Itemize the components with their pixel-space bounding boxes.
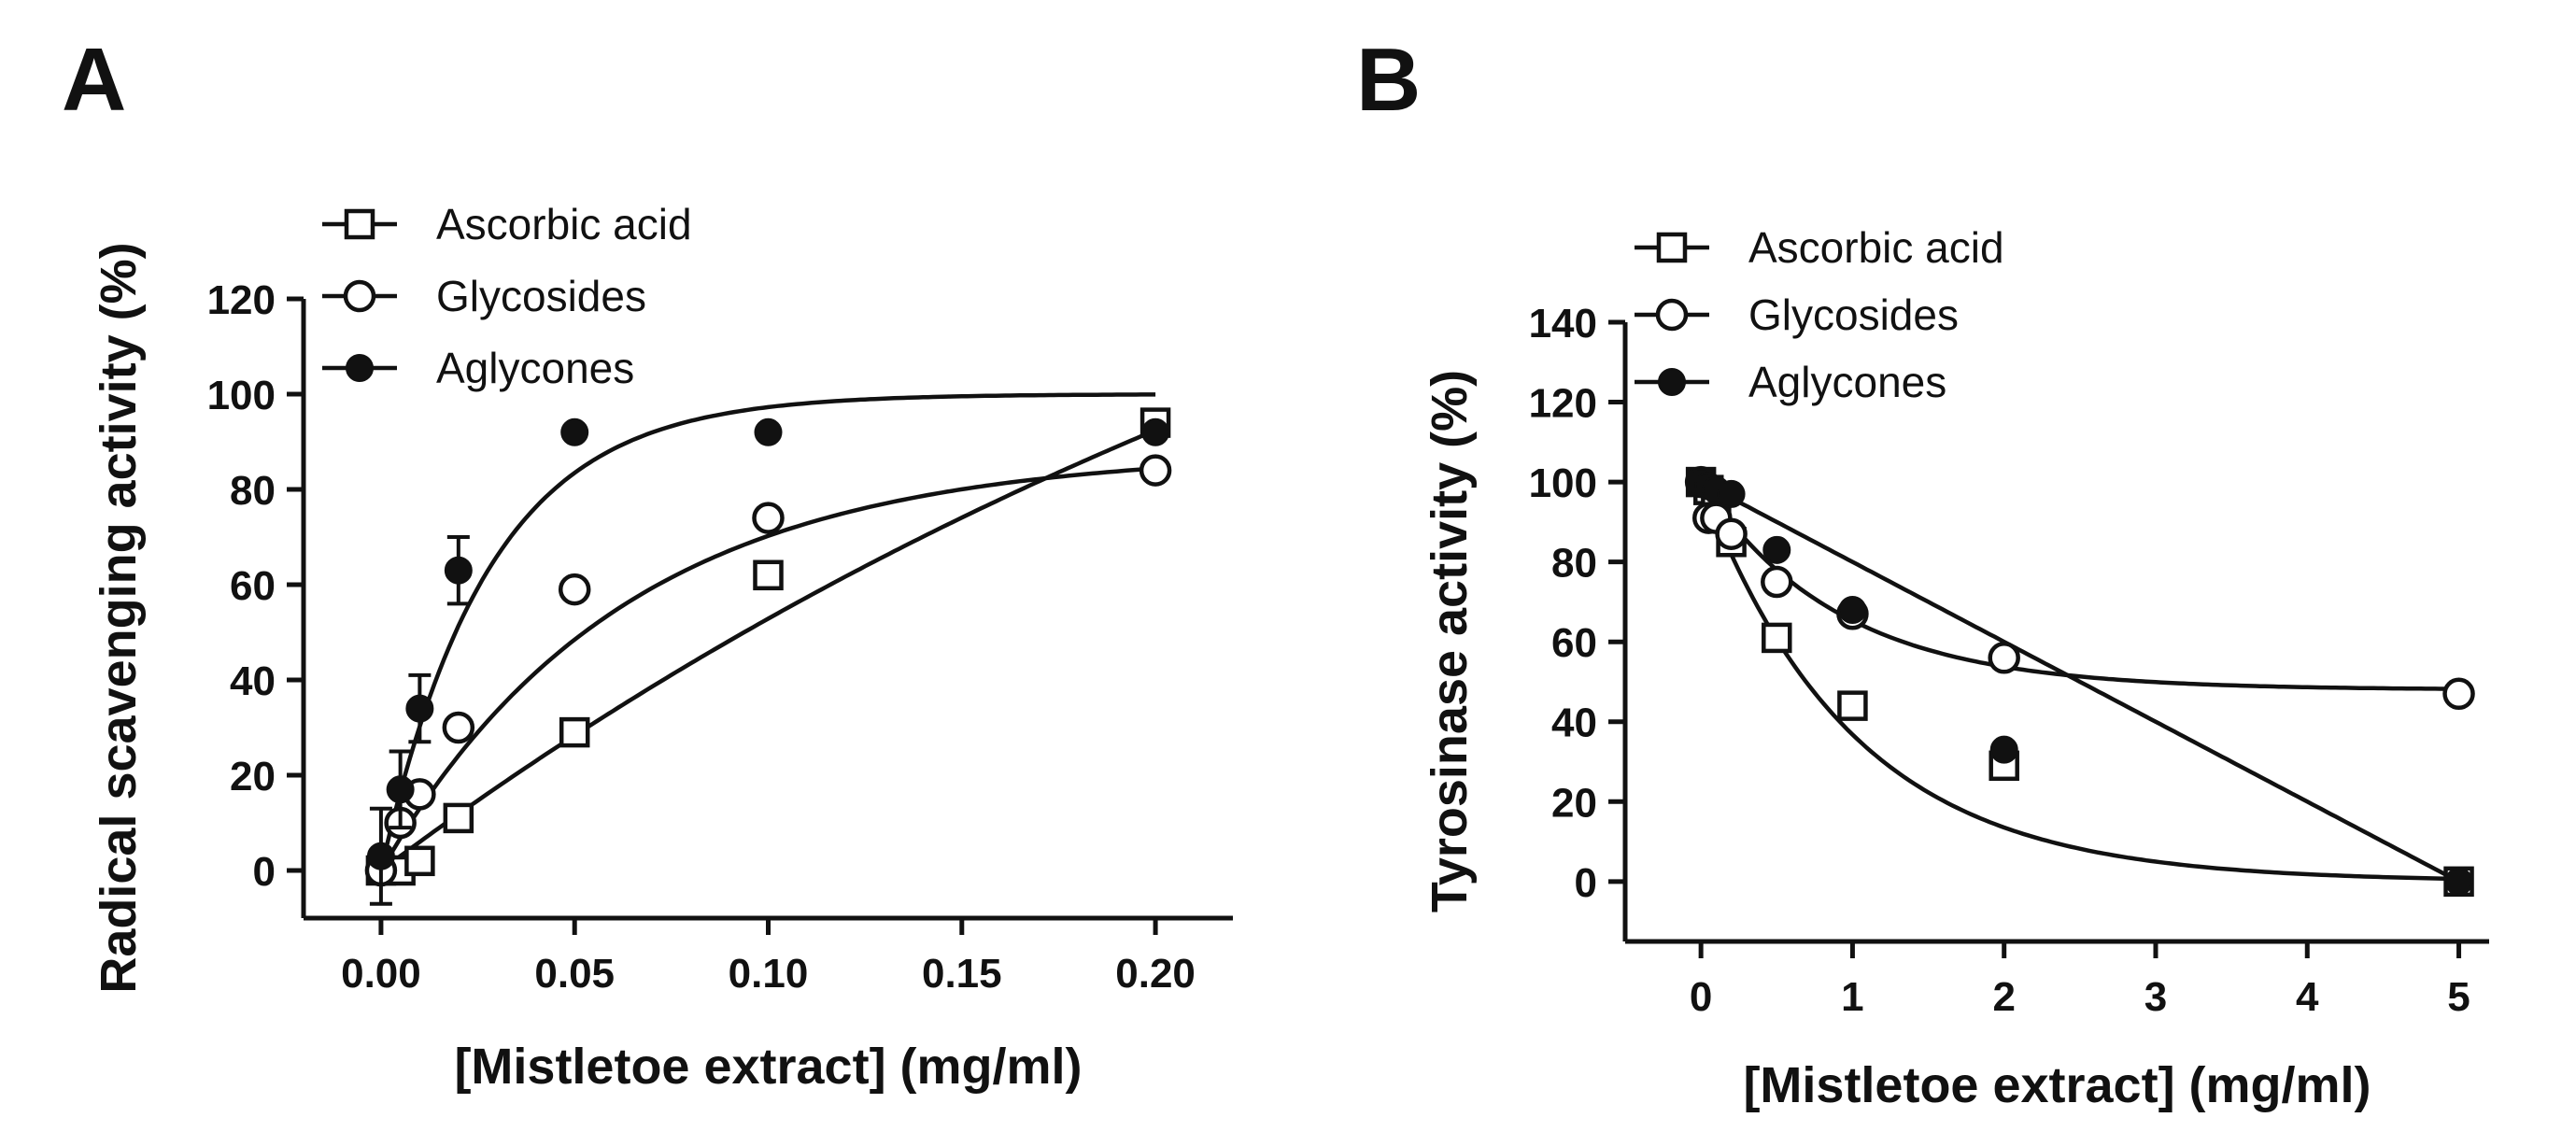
- panel-b-x-tick-label: 3: [2144, 974, 2167, 1020]
- panel-a-point-glycosides: [442, 711, 475, 744]
- panel-a-fit-glycosides: [378, 466, 1156, 872]
- panel-a-axes: 0 20 40 60 80 100 120 0.00 0.05 0.10 0.15 0.20: [207, 277, 1233, 997]
- panel-a-point-ascorbic-acid: [443, 802, 474, 834]
- panel-b-y-tick-label: 0: [1575, 860, 1597, 906]
- panel-a-point-aglycones: [1141, 417, 1170, 446]
- panel-b-y-tick-label: 80: [1551, 541, 1597, 587]
- panel-a-point-ascorbic-acid: [404, 845, 435, 877]
- panel-b-y-tick-label: 100: [1529, 460, 1597, 506]
- panel-a-point-ascorbic-acid: [753, 559, 784, 591]
- panel-b-legend-marker-glycosides: [1655, 298, 1689, 332]
- panel-b-x-axis-title: [Mistletoe extract] (mg/ml): [1743, 1057, 2371, 1113]
- panel-b-fit-lines: [1699, 480, 2460, 884]
- panel-a-point-aglycones: [754, 417, 783, 446]
- panel-b-y-tick-label: 120: [1529, 381, 1597, 427]
- panel-a-y-tick-label: 40: [230, 658, 276, 704]
- panel-b-legend: Ascorbic acid Glycosides Aglycones: [1635, 223, 2004, 406]
- panel-a-point-glycosides: [558, 573, 591, 606]
- panel-b-x-tick-label: 4: [2296, 974, 2319, 1020]
- panel-b-fit-ascorbic-acid: [1699, 481, 2459, 882]
- panel-b-x-tick-label: 2: [1992, 974, 2015, 1020]
- panel-b-legend-marker-ascorbic-acid: [1656, 232, 1688, 263]
- panel-a-y-tick-label: 80: [230, 468, 276, 514]
- panel-b-y-tick-label: 40: [1551, 700, 1597, 746]
- panel-a-fit-aglycones: [378, 392, 1156, 871]
- panel-b-legend-label-glycosides: Glycosides: [1748, 290, 1959, 339]
- panel-a-point-aglycones: [386, 775, 415, 804]
- panel-b-x-tick-label: 0: [1690, 974, 1712, 1020]
- panel-b-data-points: [1684, 465, 2475, 898]
- panel-b-y-axis-title: Tyrosinase activity (%): [1422, 370, 1478, 913]
- panel-b-x-tick-label: 5: [2447, 974, 2470, 1020]
- panel-a-x-tick-label: 0.15: [922, 951, 1002, 997]
- panel-a-legend-label-ascorbic-acid: Ascorbic acid: [436, 200, 692, 248]
- panel-b-point-aglycones: [1838, 595, 1867, 624]
- panel-a-y-axis-title: Radical scavenging activity (%): [91, 242, 147, 993]
- panel-b-point-aglycones: [1717, 479, 1746, 508]
- panel-b-point-glycosides: [1761, 565, 1793, 599]
- panel-a-data-points: [364, 407, 1172, 906]
- panel-a-legend: Ascorbic acid Glycosides Aglycones: [322, 200, 692, 392]
- panel-a-y-tick-label: 20: [230, 754, 276, 799]
- panel-a-y-tick-label: 120: [207, 277, 276, 323]
- panel-b-point-aglycones: [2444, 867, 2473, 896]
- panel-b-point-aglycones: [1762, 535, 1791, 564]
- panel-b-y-tick-label: 20: [1551, 780, 1597, 826]
- panel-b-point-glycosides: [1715, 517, 1748, 550]
- panel-b-label: B: [1356, 30, 1421, 130]
- panel-b-y-tick-label: 60: [1551, 620, 1597, 666]
- panel-a-legend-label-aglycones: Aglycones: [436, 344, 634, 392]
- panel-a-legend-marker-ascorbic-acid: [344, 208, 375, 240]
- panel-a-legend-label-glycosides: Glycosides: [436, 272, 646, 320]
- panel-a-legend-marker-aglycones: [346, 354, 374, 382]
- panel-b-point-ascorbic-acid: [1837, 690, 1868, 721]
- panel-b-fit-aglycones: [1700, 480, 2460, 884]
- panel-b-point-aglycones: [1989, 735, 2018, 764]
- panel-a-point-aglycones: [405, 694, 434, 723]
- panel-a-point-ascorbic-acid: [559, 716, 590, 748]
- panel-b-point-glycosides: [1988, 642, 2020, 674]
- panel-a-y-tick-label: 0: [253, 849, 276, 895]
- panel-a-point-aglycones: [560, 417, 589, 446]
- panel-a-point-aglycones: [366, 842, 395, 870]
- panel-a-point-glycosides: [752, 502, 785, 534]
- panel-a-x-tick-label: 0.00: [341, 951, 421, 997]
- panel-b-axes: 0 20 40 60 80 100 120 140 0 1 2 3 4 5: [1529, 301, 2489, 1020]
- panel-a-point-aglycones: [444, 556, 473, 585]
- panel-a-point-glycosides: [1139, 454, 1172, 487]
- panel-b-legend-marker-aglycones: [1658, 368, 1686, 396]
- panel-a-label: A: [62, 30, 126, 130]
- panel-b-legend-label-ascorbic-acid: Ascorbic acid: [1748, 223, 2004, 272]
- panel-a-legend-marker-glycosides: [343, 279, 376, 313]
- panel-b-legend-label-aglycones: Aglycones: [1748, 358, 1946, 406]
- panel-a-x-axis-title: [Mistletoe extract] (mg/ml): [454, 1039, 1082, 1095]
- panel-a-y-tick-label: 100: [207, 373, 276, 418]
- panel-b-fit-glycosides: [1699, 480, 2459, 691]
- panel-b-x-tick-label: 1: [1841, 974, 1863, 1020]
- panel-a-x-tick-label: 0.20: [1115, 951, 1196, 997]
- panel-a-y-tick-label: 60: [230, 563, 276, 609]
- panel-b-point-ascorbic-acid: [1762, 622, 1792, 654]
- panel-b-point-glycosides: [2442, 677, 2475, 711]
- panel-a-fit-lines: [378, 392, 1156, 872]
- panel-a-fit-ascorbic-acid: [379, 428, 1156, 872]
- panel-a-x-tick-label: 0.10: [729, 951, 809, 997]
- panel-a-x-tick-label: 0.05: [534, 951, 615, 997]
- panel-b-y-tick-label: 140: [1529, 301, 1597, 347]
